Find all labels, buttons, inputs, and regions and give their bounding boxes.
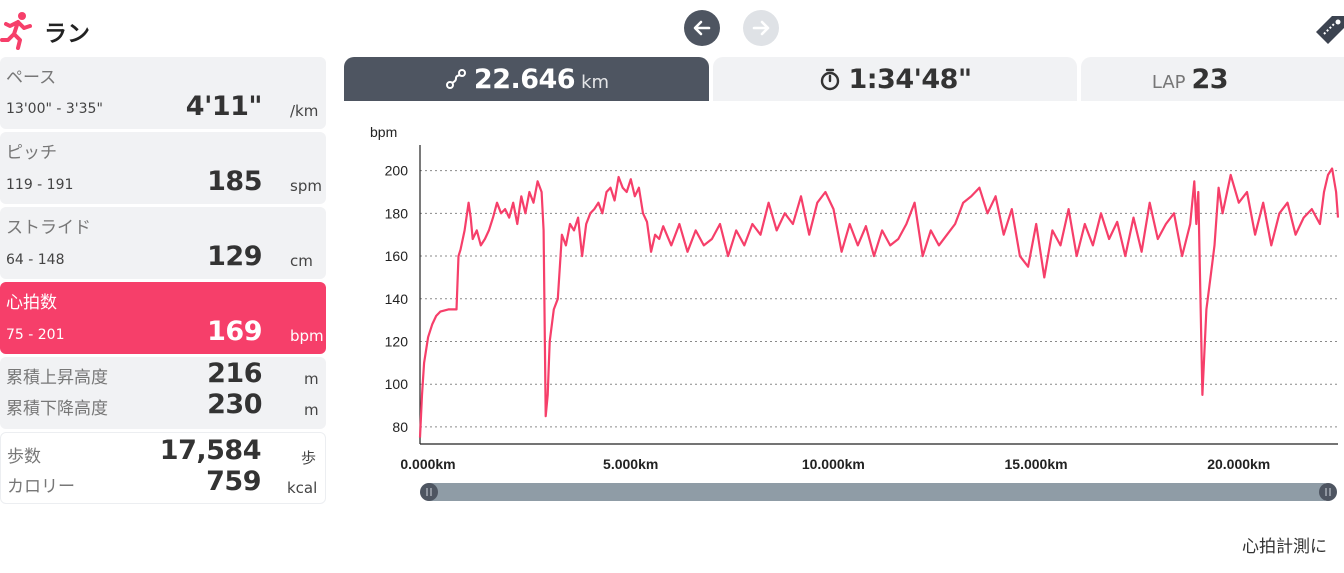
steps-label: 歩数 — [7, 447, 41, 467]
lap-label: LAP — [1151, 71, 1186, 93]
pace-range: 13'00" - 3'35" — [6, 101, 103, 117]
chart-y-ticks: 80 100 120 140 160 180 200 — [385, 163, 409, 435]
runner-icon — [0, 10, 34, 50]
time-value: 1:34'48" — [848, 63, 972, 95]
tab-distance[interactable]: 22.646 km — [344, 57, 709, 101]
stopwatch-icon — [821, 68, 840, 91]
next-button[interactable] — [743, 10, 779, 46]
chart-plot — [418, 167, 1340, 438]
x-tick-label: 10.000km — [802, 456, 865, 472]
tag-icon[interactable] — [1312, 12, 1344, 46]
footer-note: 心拍計測に — [1242, 537, 1327, 557]
ascent-value: 216 — [207, 358, 262, 389]
page-title: ラン — [44, 21, 90, 47]
stride-card[interactable]: ストライド 64 - 148 129 cm — [0, 207, 326, 279]
range-slider-track[interactable] — [422, 483, 1332, 501]
descent-unit: m — [304, 401, 319, 419]
range-slider-left-handle[interactable] — [420, 483, 438, 501]
stride-unit: cm — [290, 252, 313, 270]
arrow-left-icon — [693, 20, 711, 36]
pace-card[interactable]: ペース 13'00" - 3'35" 4'11" /km — [0, 57, 326, 129]
y-tick-label: 180 — [385, 205, 409, 221]
pitch-value: 185 — [207, 166, 262, 197]
stride-label: ストライド — [6, 218, 91, 238]
heart-rate-card[interactable]: 心拍数 75 - 201 169 bpm — [0, 282, 326, 354]
y-tick-label: 100 — [385, 376, 409, 392]
ascent-unit: m — [304, 370, 319, 388]
descent-value: 230 — [207, 389, 262, 420]
calories-value: 759 — [206, 466, 261, 497]
heart-rate-range: 75 - 201 — [6, 327, 65, 343]
arrow-right-icon — [752, 20, 770, 36]
tab-lap[interactable]: LAP 23 — [1081, 57, 1344, 101]
pitch-card[interactable]: ピッチ 119 - 191 185 spm — [0, 132, 326, 204]
y-tick-label: 140 — [385, 291, 409, 307]
calories-label: カロリー — [7, 477, 75, 497]
heart-rate-label: 心拍数 — [6, 293, 57, 313]
pitch-label: ピッチ — [6, 143, 57, 163]
pitch-range: 119 - 191 — [6, 177, 74, 193]
steps-calories-card: 歩数 17,584 歩 カロリー 759 kcal — [0, 432, 326, 504]
lap-value: 23 — [1191, 63, 1229, 95]
pace-unit: /km — [290, 102, 319, 120]
x-tick-label: 20.000km — [1207, 456, 1270, 472]
y-tick-label: 120 — [385, 333, 409, 349]
stride-value: 129 — [207, 241, 262, 272]
y-tick-label: 160 — [385, 248, 409, 264]
steps-unit: 歩 — [301, 449, 317, 467]
y-tick-label: 200 — [385, 163, 409, 179]
y-tick-label: 80 — [392, 419, 408, 435]
distance-value: 22.646 — [473, 63, 576, 95]
chart-grid — [420, 170, 1338, 428]
heart-rate-chart[interactable]: bpm 80 100 120 140 160 180 200 0.000km 5.000km 1… — [344, 110, 1344, 530]
pitch-unit: spm — [290, 177, 322, 195]
elevation-card[interactable]: 累積上昇高度 216 m 累積下降高度 230 m — [0, 357, 326, 429]
range-slider-right-handle[interactable] — [1319, 483, 1337, 501]
chart-ylabel: bpm — [370, 124, 397, 140]
x-tick-label: 0.000km — [400, 456, 455, 472]
tab-time[interactable]: 1:34'48" — [713, 57, 1077, 101]
pace-label: ペース — [6, 68, 57, 88]
x-tick-label: 15.000km — [1005, 456, 1068, 472]
previous-button[interactable] — [684, 10, 720, 46]
descent-label: 累積下降高度 — [6, 399, 108, 419]
calories-unit: kcal — [287, 479, 318, 497]
heart-rate-value: 169 — [207, 316, 262, 347]
pace-value: 4'11" — [185, 91, 263, 122]
ascent-label: 累積上昇高度 — [6, 368, 108, 388]
heart-rate-line — [418, 167, 1340, 438]
heart-rate-unit: bpm — [290, 327, 324, 345]
chart-x-ticks: 0.000km 5.000km 10.000km 15.000km 20.000km — [400, 456, 1270, 472]
distance-unit: km — [581, 71, 610, 93]
steps-value: 17,584 — [159, 435, 262, 466]
stride-range: 64 - 148 — [6, 252, 65, 268]
route-icon — [445, 69, 466, 89]
x-tick-label: 5.000km — [603, 456, 658, 472]
